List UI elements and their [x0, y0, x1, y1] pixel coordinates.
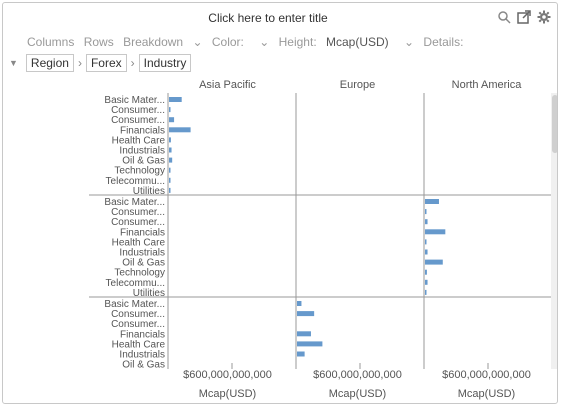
- breadcrumb-region[interactable]: Region: [25, 54, 74, 72]
- chevron-down-icon: ⌄: [404, 35, 415, 49]
- column-header-asia-pacific: Asia Pacific: [199, 79, 256, 91]
- industry-label: Oil & Gas: [122, 360, 165, 369]
- breadcrumb-separator-icon: ›: [130, 56, 135, 70]
- bar: [425, 249, 428, 255]
- rows-button[interactable]: Rows: [83, 35, 114, 49]
- x-tick-label: $600,000,000,000: [183, 369, 272, 381]
- popout-icon[interactable]: [517, 10, 531, 24]
- panel-frame: Click here to enter title Columns Rows B…: [2, 2, 558, 404]
- bar: [425, 209, 427, 215]
- industry-label: Basic Mater...: [104, 197, 165, 208]
- bar: [169, 157, 173, 163]
- industry-label: Industrials: [119, 350, 165, 361]
- industry-label: Consumer...: [111, 105, 165, 116]
- x-tick-label: $600,000,000,000: [313, 369, 402, 381]
- toolbar: Columns Rows Breakdown ⌄ Color: ⌄ Height…: [27, 35, 475, 49]
- industry-label: Basic Mater...: [104, 299, 165, 310]
- bar: [169, 167, 171, 173]
- x-axis-north-america: $600,000,000,000 Mcap(USD): [423, 369, 550, 400]
- color-dropdown[interactable]: ⌄ Color:: [192, 35, 249, 49]
- bar: [169, 187, 171, 193]
- tool-icons: [497, 10, 551, 24]
- industry-label: Consumer...: [111, 309, 165, 320]
- industry-label: Consumer...: [111, 207, 165, 218]
- industry-label: Telecommu...: [106, 278, 165, 289]
- breadcrumb: ▼ Region › Forex › Industry: [9, 54, 195, 72]
- industry-label: Oil & Gas: [122, 258, 165, 269]
- industry-label: Health Care: [112, 237, 166, 248]
- industry-label: Basic Mater...: [104, 95, 165, 106]
- height-label: Height:: [278, 35, 317, 49]
- industry-label: Technology: [114, 268, 165, 279]
- breadcrumb-separator-icon: ›: [77, 56, 82, 70]
- bar: [297, 311, 315, 317]
- industry-label: Industrials: [119, 146, 165, 157]
- breakdown-button[interactable]: Breakdown: [123, 35, 184, 49]
- columns-button[interactable]: Columns: [27, 35, 75, 49]
- bar: [425, 239, 427, 245]
- bar: [169, 177, 171, 183]
- industry-label: Consumer...: [111, 217, 165, 228]
- bar: [169, 107, 171, 113]
- collapse-triangle-icon[interactable]: ▼: [9, 58, 18, 68]
- bar: [425, 259, 443, 265]
- industry-label: Technology: [114, 166, 165, 177]
- vertical-scrollbar[interactable]: [551, 93, 557, 369]
- height-value: Mcap(USD): [326, 35, 389, 49]
- gear-icon[interactable]: [537, 10, 551, 24]
- x-axis-label: Mcap(USD): [198, 388, 257, 400]
- bar: [425, 219, 428, 225]
- bar: [297, 351, 305, 357]
- industry-label: Financials: [120, 329, 165, 340]
- bar: [297, 331, 311, 337]
- bar: [169, 127, 191, 133]
- bar: [297, 341, 323, 347]
- bar: [425, 269, 427, 275]
- bar: [169, 137, 171, 143]
- bar: [169, 147, 172, 153]
- details-label: Details:: [423, 35, 464, 49]
- industry-label: Health Care: [112, 135, 166, 146]
- x-tick-label: $600,000,000,000: [442, 369, 531, 381]
- height-dropdown[interactable]: ⌄ Height: Mcap(USD): [259, 35, 394, 49]
- bar: [425, 279, 428, 285]
- industry-label: Oil & Gas: [122, 156, 165, 167]
- chevron-down-icon: ⌄: [192, 35, 203, 49]
- x-axis-asia-pacific: $600,000,000,000 Mcap(USD): [164, 369, 291, 400]
- chevron-down-icon: ⌄: [259, 35, 270, 49]
- bar: [169, 97, 182, 102]
- bar: [169, 117, 175, 123]
- column-header-north-america: North America: [451, 79, 522, 91]
- details-dropdown[interactable]: ⌄ Details:: [404, 35, 469, 49]
- industry-label: Utilities: [133, 186, 165, 197]
- x-axis-europe: $600,000,000,000 Mcap(USD): [294, 369, 421, 400]
- bar: [297, 301, 302, 306]
- scrollbar-thumb[interactable]: [552, 95, 557, 153]
- industry-label: Telecommu...: [106, 176, 165, 187]
- industry-label: Financials: [120, 227, 165, 238]
- breadcrumb-industry[interactable]: Industry: [138, 54, 192, 72]
- bar: [425, 229, 446, 235]
- industry-label: Health Care: [112, 339, 166, 350]
- title-text[interactable]: Click here to enter title: [208, 11, 328, 25]
- bar-chart-grid: AUDBasic Mater...Consumer...Consumer...F…: [89, 93, 553, 369]
- x-axis-label: Mcap(USD): [457, 388, 516, 400]
- industry-label: Utilities: [133, 288, 165, 299]
- color-label: Color:: [211, 35, 244, 49]
- industry-label: Consumer...: [111, 319, 165, 330]
- bar: [425, 289, 427, 295]
- x-axis-label: Mcap(USD): [328, 388, 387, 400]
- column-header-europe: Europe: [339, 79, 376, 91]
- bar: [425, 199, 439, 204]
- industry-label: Consumer...: [111, 115, 165, 126]
- industry-label: Industrials: [119, 248, 165, 259]
- zoom-icon[interactable]: [497, 10, 511, 24]
- industry-label: Financials: [120, 125, 165, 136]
- breadcrumb-forex[interactable]: Forex: [85, 54, 127, 72]
